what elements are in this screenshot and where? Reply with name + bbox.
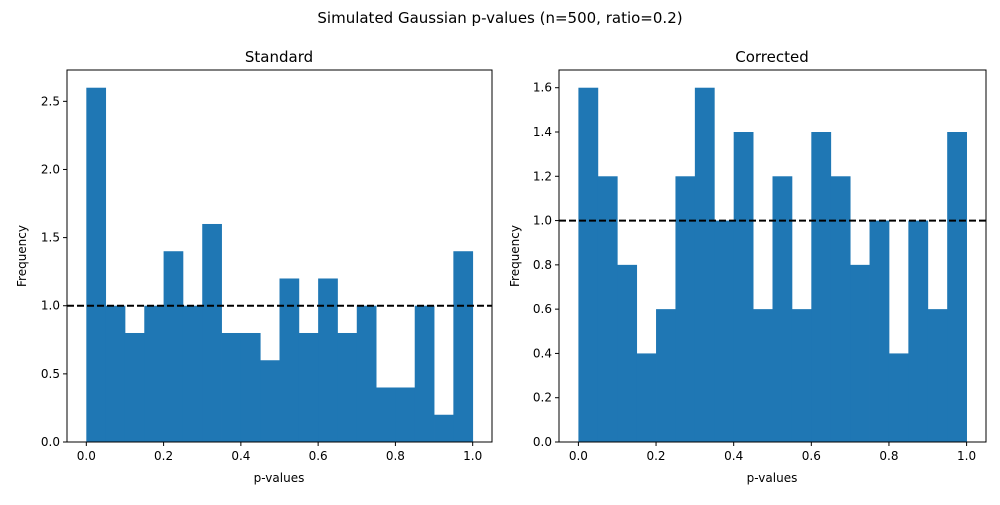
x-ticks: 0.0 0.2 0.4 0.6 0.8 1.0 <box>569 442 976 463</box>
y-tick-label: 0.0 <box>533 435 552 449</box>
y-tick-label: 1.0 <box>41 299 60 313</box>
panel-standard: Standard 0.0 0.2 0.4 0.6 0.8 1.0 0.0 0.5 1.0 1.5… <box>15 48 493 485</box>
x-tick-label: 0.6 <box>309 449 328 463</box>
histogram-bar <box>597 176 618 443</box>
x-tick-label: 0.2 <box>154 449 173 463</box>
bars-group <box>86 87 474 442</box>
histogram-bar <box>298 332 319 442</box>
x-tick-label: 0.0 <box>569 449 588 463</box>
bars-group <box>578 87 967 443</box>
x-tick-label: 0.6 <box>802 449 821 463</box>
axes-frame <box>558 69 987 443</box>
histogram-bar <box>221 332 242 442</box>
figure-suptitle: Simulated Gaussian p-values (n=500, rati… <box>317 9 682 27</box>
histogram-bar <box>279 278 300 442</box>
y-tick-label: 0.5 <box>41 367 60 381</box>
x-tick-label: 0.0 <box>77 449 96 463</box>
panel-corrected: Corrected 0.0 0.2 0.4 0.6 0.8 1.0 0.00.20.40.… <box>508 48 987 485</box>
histogram-bar <box>260 360 280 442</box>
histogram-bar <box>453 251 474 442</box>
x-tick-label: 1.0 <box>463 449 482 463</box>
histogram-bar <box>791 309 812 442</box>
x-tick-label: 0.8 <box>879 449 898 463</box>
histogram-bar <box>694 87 715 442</box>
x-tick-label: 1.0 <box>957 449 976 463</box>
histogram-bar <box>656 309 676 442</box>
y-tick-label: 1.2 <box>533 169 552 183</box>
histogram-bar <box>947 132 967 442</box>
axes-frame <box>66 69 493 443</box>
y-tick-label: 2.0 <box>41 162 60 176</box>
y-tick-label: 0.8 <box>533 258 552 272</box>
x-axis-label: p-values <box>747 471 798 485</box>
histogram-bar <box>617 264 638 442</box>
y-tick-label: 1.4 <box>533 125 552 139</box>
histogram-bar <box>124 332 145 442</box>
histogram-bar <box>434 414 454 442</box>
histogram-bar <box>376 387 396 442</box>
histogram-bar <box>86 87 107 442</box>
y-tick-label: 1.6 <box>533 81 552 95</box>
x-tick-label: 0.8 <box>386 449 405 463</box>
histogram-bar <box>733 132 754 442</box>
panel-title: Corrected <box>735 48 809 66</box>
y-axis-label: Frequency <box>508 225 522 287</box>
y-tick-label: 1.5 <box>41 231 60 245</box>
histogram-bar <box>240 332 261 442</box>
histogram-bar <box>675 176 696 443</box>
histogram-bar <box>714 220 735 442</box>
histogram-bar <box>636 353 657 442</box>
histogram-bar <box>105 305 126 442</box>
y-tick-label: 0.6 <box>533 302 552 316</box>
histogram-bar <box>830 176 851 443</box>
axes-spines <box>558 69 987 443</box>
histogram-bar <box>318 278 338 442</box>
histogram-bar <box>772 176 793 443</box>
y-tick-label: 2.5 <box>41 94 60 108</box>
y-tick-label: 0.2 <box>533 391 552 405</box>
y-tick-label: 0.0 <box>41 435 60 449</box>
histogram-bar <box>163 251 184 442</box>
histogram-bar <box>888 353 909 442</box>
y-tick-label: 0.4 <box>533 346 552 360</box>
panel-title: Standard <box>245 48 313 66</box>
histogram-bar <box>578 87 599 442</box>
x-ticks: 0.0 0.2 0.4 0.6 0.8 1.0 <box>77 442 482 463</box>
histogram-bar <box>395 387 416 442</box>
histogram-bar <box>356 305 377 442</box>
y-ticks: 0.0 0.5 1.0 1.5 2.0 2.5 <box>41 94 67 449</box>
histogram-bar <box>908 220 929 442</box>
histogram-bar <box>869 220 890 442</box>
histogram-bar <box>144 305 164 442</box>
histogram-bar <box>753 309 773 442</box>
histogram-bar <box>927 309 948 442</box>
histogram-bar <box>850 264 870 442</box>
histogram-bar <box>414 305 435 442</box>
histogram-bar <box>337 332 358 442</box>
x-tick-label: 0.2 <box>646 449 665 463</box>
histogram-bar <box>182 305 203 442</box>
y-axis-label: Frequency <box>15 225 29 287</box>
y-tick-label: 1.0 <box>533 214 552 228</box>
y-ticks: 0.0 0.2 0.4 0.6 0.8 1.0 1.2 1.4 1.6 <box>533 81 559 449</box>
x-tick-label: 0.4 <box>724 449 743 463</box>
histogram-bar <box>202 223 222 442</box>
x-tick-label: 0.4 <box>231 449 250 463</box>
histogram-bar <box>811 132 832 442</box>
x-axis-label: p-values <box>254 471 305 485</box>
axes-spines <box>66 69 493 443</box>
